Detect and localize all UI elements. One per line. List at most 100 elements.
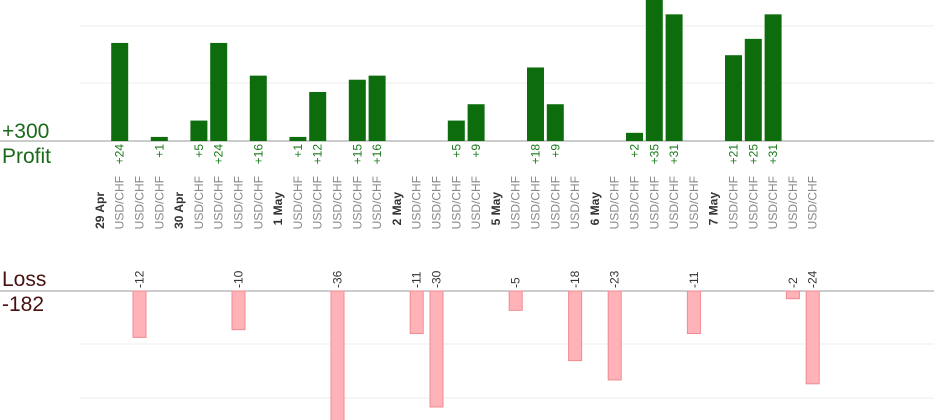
profit-value-label: +18: [529, 144, 543, 165]
loss-label: Loss: [2, 268, 47, 291]
profit-value-label: +16: [370, 144, 384, 165]
profit-bar: [527, 67, 544, 141]
loss-bar: [429, 290, 444, 408]
loss-bar: [568, 290, 583, 362]
pair-label: USD/CHF: [331, 176, 345, 229]
profit-bar: [249, 75, 267, 141]
profit-bar: [744, 38, 762, 141]
pair-label: USD/CHF: [350, 176, 364, 229]
pair-label: USD/CHF: [786, 176, 800, 229]
profit-value-label: +25: [746, 144, 760, 165]
pair-label: USD/CHF: [251, 176, 265, 229]
profit-value-label: +16: [251, 144, 265, 165]
pair-label: USD/CHF: [133, 176, 147, 229]
profit-value-label: +1: [152, 144, 166, 158]
pair-label: USD/CHF: [667, 176, 681, 229]
profit-bar: [764, 14, 782, 141]
profit-bar: [309, 91, 327, 141]
pair-label: USD/CHF: [746, 176, 760, 229]
profit-value-label: +31: [766, 144, 780, 165]
loss-value-label: -24: [806, 270, 820, 288]
pair-label: USD/CHF: [687, 176, 701, 229]
date-label: 30 Apr: [172, 192, 186, 229]
loss-value-label: -2: [786, 277, 800, 288]
profit-value-label: +21: [727, 144, 741, 165]
profit-label: Profit: [2, 145, 52, 168]
profit-bar: [645, 0, 663, 141]
loss-bar: [785, 290, 800, 300]
date-label: 2 May: [390, 192, 404, 226]
loss-value-label: -36: [331, 270, 345, 288]
loss-bar: [508, 290, 523, 311]
profit-total: +300: [2, 120, 50, 143]
profit-bar: [111, 42, 129, 141]
profit-value-label: +9: [548, 144, 562, 158]
pair-label: USD/CHF: [568, 176, 582, 229]
date-label: 1 May: [271, 192, 285, 226]
profit-bar: [150, 136, 168, 141]
bars: [111, 0, 820, 420]
date-label: 5 May: [489, 192, 503, 226]
pair-label: USD/CHF: [430, 176, 444, 229]
loss-value-label: -18: [568, 270, 582, 288]
profit-bar: [348, 79, 366, 141]
loss-bar: [132, 290, 147, 338]
pair-label: USD/CHF: [766, 176, 780, 229]
profit-bar: [626, 132, 643, 141]
pair-label: USD/CHF: [113, 176, 127, 229]
loss-value-label: -23: [608, 270, 622, 288]
profit-bar: [467, 104, 485, 141]
pair-label: USD/CHF: [806, 176, 820, 229]
profit-value-label: +5: [449, 144, 463, 158]
pair-label: USD/CHF: [449, 176, 463, 229]
pair-label: USD/CHF: [410, 176, 424, 229]
loss-bar: [805, 290, 820, 385]
pair-label: USD/CHF: [628, 176, 642, 229]
profit-value-label: +35: [647, 144, 661, 165]
loss-bar: [607, 290, 622, 381]
loss-value-label: -11: [687, 271, 701, 288]
profit-value-label: +24: [212, 144, 226, 165]
loss-bar: [231, 290, 246, 331]
profit-value-label: +1: [291, 144, 305, 158]
pair-label: USD/CHF: [311, 176, 325, 229]
profit-bar: [210, 42, 228, 141]
loss-bar: [330, 290, 345, 420]
profit-bar: [368, 75, 386, 141]
loss-value-label: -10: [232, 270, 246, 288]
profit-bar: [190, 120, 208, 141]
loss-value-label: -30: [430, 270, 444, 288]
loss-bar: [409, 290, 424, 335]
profit-bar: [447, 120, 465, 141]
profit-value-label: +9: [469, 144, 483, 158]
pair-label: USD/CHF: [192, 176, 206, 229]
profit-value-label: +31: [667, 144, 681, 165]
profit-value-label: +5: [192, 144, 206, 158]
pair-label: USD/CHF: [370, 176, 384, 229]
date-label: 29 Apr: [93, 192, 107, 229]
pair-label: USD/CHF: [232, 176, 246, 229]
loss-value-label: -5: [509, 277, 523, 288]
loss-value-label: -11: [410, 271, 424, 288]
profit-value-label: +2: [628, 144, 642, 158]
loss-bar: [686, 290, 701, 335]
pair-label: USD/CHF: [529, 176, 543, 229]
profit-bar: [665, 14, 683, 141]
date-label: 6 May: [588, 192, 602, 226]
pair-label: USD/CHF: [469, 176, 483, 229]
profit-bar: [289, 136, 307, 141]
pair-label: USD/CHF: [212, 176, 226, 229]
loss-total: -182: [2, 293, 45, 316]
profit-value-label: +12: [311, 144, 325, 165]
profit-bar: [546, 104, 564, 141]
pair-label: USD/CHF: [727, 176, 741, 229]
pair-label: USD/CHF: [291, 176, 305, 229]
pair-label: USD/CHF: [608, 176, 622, 229]
pair-label: USD/CHF: [509, 176, 523, 229]
profit-bar: [725, 55, 742, 142]
loss-value-label: -12: [133, 270, 147, 288]
profit-value-label: +15: [350, 144, 364, 165]
labels: 29 Apr USD/CHF +24 USD/CHF -12 USD/CHF +1 30 Ap…: [93, 144, 820, 288]
profit-value-label: +24: [113, 144, 127, 165]
